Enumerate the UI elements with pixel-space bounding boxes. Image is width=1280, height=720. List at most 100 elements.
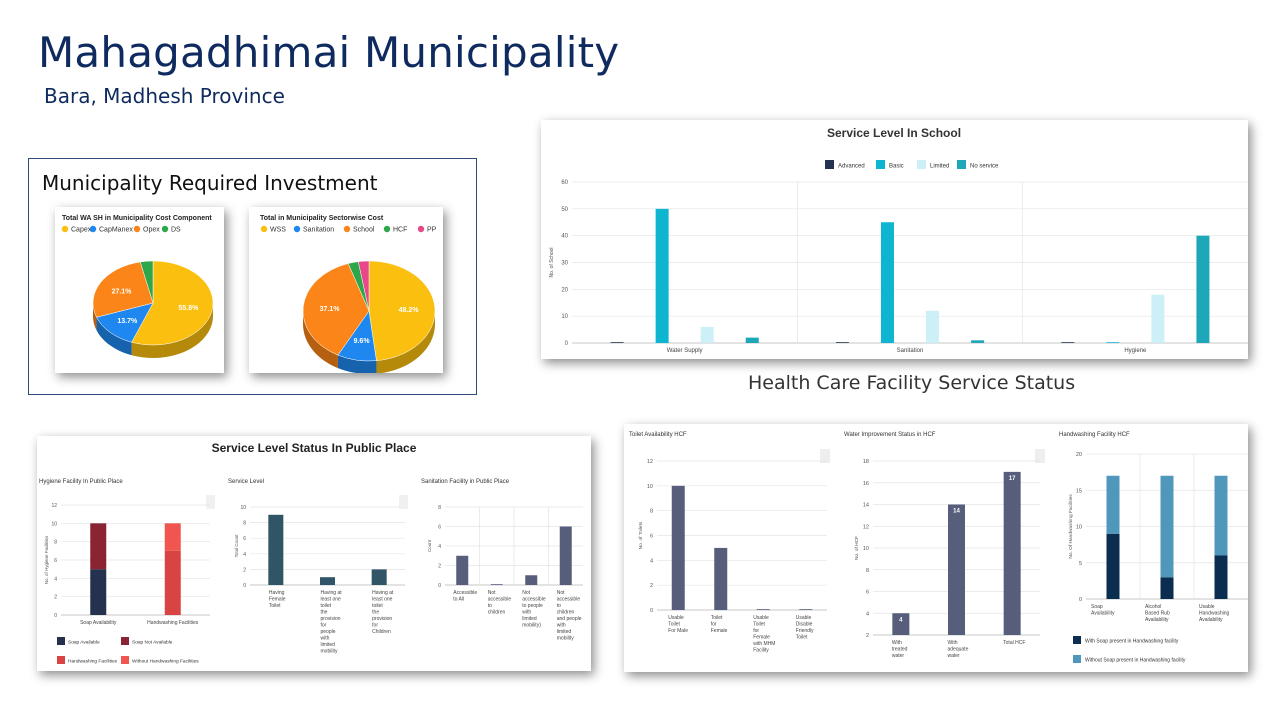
bar: [490, 584, 503, 585]
y-axis-label: No. of Hygiene Facilities: [44, 535, 49, 584]
bar: [610, 342, 624, 343]
hcf-charts: Toilet Availability HCF 0 2 4 6 8 10 12 No. of T…: [629, 432, 1248, 664]
bar: [1214, 555, 1228, 599]
legend-swatch: [417, 225, 425, 233]
y-tick-label: 0: [54, 613, 57, 619]
legend-label: Advanced: [838, 164, 865, 170]
y-tick-label: 30: [561, 261, 568, 267]
y-tick-label: 0: [438, 583, 441, 589]
pie-slice-side: [131, 303, 213, 358]
x-tick-label: Having at least one toilet the provision for C…: [372, 590, 394, 635]
legend-label: Soap Not Available: [132, 640, 173, 646]
legend-label: DS: [171, 227, 181, 234]
y-tick-label: 14: [863, 503, 869, 509]
pie-slice: [96, 302, 154, 343]
legend-label: School: [353, 227, 375, 234]
x-tick-label: Water Supply: [667, 348, 703, 354]
x-tick-label: Hygiene: [1124, 348, 1147, 354]
legend-label: Sanitation: [303, 227, 334, 234]
wash-cost-card: Total WA SH in Municipality Cost Compone…: [55, 207, 224, 373]
bar: [456, 555, 469, 585]
y-tick-label: 10: [561, 314, 568, 320]
sub-chart-title: Hygiene Facility In Public Place: [39, 479, 123, 485]
pie-slice: [92, 261, 154, 318]
legend-label: Basic: [889, 164, 904, 170]
legend-label: Without Soap present in Handwashing faci…: [1085, 658, 1186, 664]
x-tick-label: Having at least one toilet the provision for p…: [321, 590, 343, 655]
school-chart-card: Service Level In School Advanced Basic Limi…: [541, 120, 1248, 359]
bar: [1160, 475, 1174, 578]
bar: [880, 222, 894, 343]
pie-slice: [131, 260, 214, 346]
public-place-charts: Service Level Status In Public Place Hyg…: [39, 441, 583, 665]
y-tick-label: 8: [54, 540, 57, 546]
menu-icon: [399, 495, 408, 509]
chart-title: Service Level In School: [827, 126, 961, 140]
legend-label: Capex: [71, 227, 92, 234]
y-tick-label: 12: [863, 524, 869, 530]
pie-slice: [139, 260, 154, 304]
legend-swatch: [343, 225, 351, 233]
y-axis-label: No. of School: [549, 247, 555, 277]
y-tick-label: 6: [650, 534, 653, 540]
bar: [90, 569, 107, 615]
legend-label: No service: [970, 164, 999, 170]
hcf-section-title: Health Care Facility Service Status: [748, 372, 1076, 394]
legend-swatch: [133, 225, 141, 233]
x-tick-label: Having Female Toilet: [269, 590, 286, 609]
bar: [971, 340, 985, 343]
bar: [164, 550, 181, 615]
legend-label: With Soap present in Handwashing facilit…: [1085, 639, 1179, 645]
y-tick-label: 4: [438, 544, 441, 550]
y-tick-label: 40: [561, 234, 568, 240]
pie-value-label: 48.2%: [399, 307, 420, 314]
legend-swatch: [89, 225, 97, 233]
bar: [799, 609, 813, 610]
pie-slice-side: [93, 303, 97, 331]
y-tick-label: 8: [243, 521, 246, 527]
y-tick-label: 10: [863, 546, 869, 552]
bar: [1160, 577, 1174, 599]
legend-swatch: [260, 225, 268, 233]
legend-swatch: [57, 637, 65, 645]
bar: [700, 326, 714, 343]
y-tick-label: 10: [240, 505, 246, 511]
pie-slice-side: [376, 311, 435, 374]
y-tick-label: 18: [863, 459, 869, 465]
sub-chart-title: Sanitation Facility in Public Place: [421, 479, 510, 485]
x-tick-label: Usable Handwashing Availability: [1199, 604, 1230, 623]
x-tick-label: Handwashing Facilities: [147, 620, 199, 626]
pie-slice-side: [337, 355, 377, 374]
pie-value-label: 37.1%: [320, 306, 341, 313]
bar: [1196, 235, 1210, 343]
pie-slice: [368, 260, 436, 361]
legend-label: CapManex: [99, 227, 133, 234]
y-tick-label: 8: [438, 505, 441, 511]
x-tick-label: Not accessible to children: [488, 590, 512, 616]
menu-icon: [206, 495, 215, 509]
bar: [525, 575, 538, 585]
bar: [745, 337, 759, 343]
x-tick-label: Alcohol Based Rub Availability: [1145, 604, 1170, 623]
bar: [164, 523, 181, 551]
bar: [948, 504, 965, 635]
legend-label: Opex: [143, 227, 160, 234]
legend-swatch: [383, 225, 391, 233]
legend-swatch: [121, 656, 129, 664]
x-tick-label: Toilet for Female: [711, 615, 728, 634]
y-tick-label: 50: [561, 207, 568, 213]
bar: [835, 342, 849, 343]
wash-cost-pie-chart: Total WA SH in Municipality Cost Compone…: [61, 215, 214, 358]
y-tick-label: 6: [438, 525, 441, 531]
legend-swatch: [293, 225, 301, 233]
sub-chart-title: Water Improvement Status in HCF: [844, 432, 936, 438]
legend-swatch: [957, 160, 966, 169]
menu-icon: [1035, 449, 1045, 463]
menu-icon: [820, 449, 830, 463]
x-tick-label: Not accessible to people with limited mobilit…: [522, 590, 546, 629]
bar: [892, 613, 910, 635]
y-tick-label: 12: [647, 459, 653, 465]
legend-label: WSS: [270, 227, 286, 234]
y-axis-label: Count: [427, 539, 432, 552]
x-tick-label: Sanitation: [897, 348, 924, 354]
